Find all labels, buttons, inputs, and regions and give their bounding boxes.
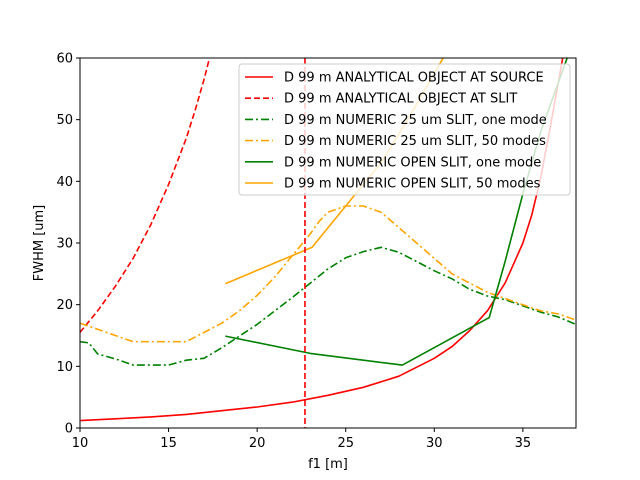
x-tick-label: 30 xyxy=(426,436,443,451)
series-line xyxy=(80,205,576,343)
x-axis: 10 15 20 25 30 35 xyxy=(72,428,531,451)
y-axis-label: FWHM [um] xyxy=(32,205,47,282)
legend-entry: D 99 m NUMERIC 25 um SLIT, 50 modes xyxy=(284,134,546,149)
legend-frame xyxy=(238,63,571,196)
y-tick-label: 50 xyxy=(56,113,73,128)
y-tick-label: 60 xyxy=(56,52,73,67)
legend-entry: D 99 m NUMERIC OPEN SLIT, 50 modes xyxy=(284,177,541,192)
y-tick-label: 30 xyxy=(56,237,73,252)
x-tick-label: 10 xyxy=(72,436,89,451)
x-tick-label: 20 xyxy=(249,436,266,451)
legend-entry: D 99 m ANALYTICAL OBJECT AT SLIT xyxy=(284,92,517,107)
x-axis-label: f1 [m] xyxy=(308,457,348,472)
legend-entry: D 99 m NUMERIC 25 um SLIT, one mode xyxy=(284,113,547,128)
x-tick-label: 25 xyxy=(337,436,354,451)
legend-entry: D 99 m ANALYTICAL OBJECT AT SOURCE xyxy=(284,71,544,86)
legend-entry: D 99 m NUMERIC OPEN SLIT, one mode xyxy=(284,155,541,170)
series-line xyxy=(80,246,576,366)
y-tick-label: 10 xyxy=(56,360,73,375)
y-tick-label: 40 xyxy=(56,175,73,190)
y-axis: 0 10 20 30 40 50 60 xyxy=(56,52,80,437)
x-tick-label: 35 xyxy=(515,436,532,451)
y-tick-label: 0 xyxy=(65,422,73,437)
y-tick-label: 20 xyxy=(56,298,73,313)
legend: D 99 m ANALYTICAL OBJECT AT SOURCE D 99 m… xyxy=(238,63,571,196)
x-tick-label: 15 xyxy=(160,436,177,451)
